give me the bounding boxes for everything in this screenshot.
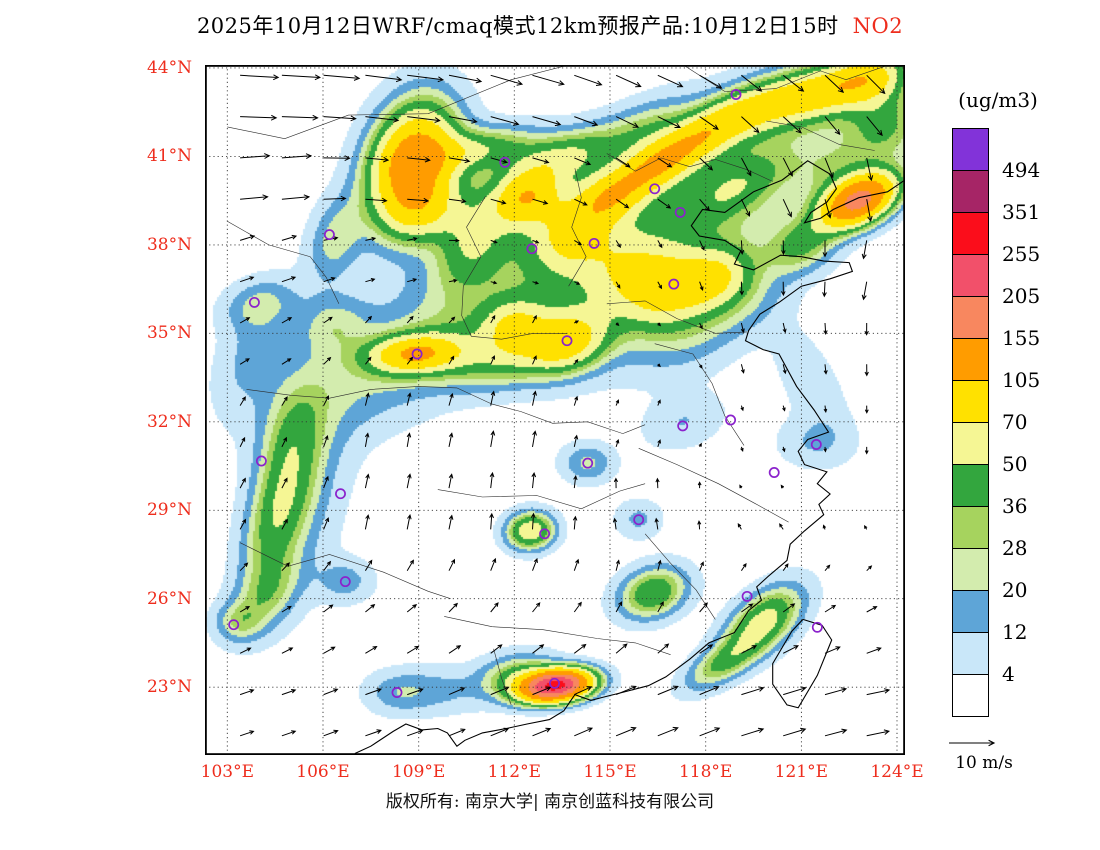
chart-title-text: 2025年10月12日WRF/cmaq模式12km预报产品:10月12日15时 bbox=[196, 14, 839, 38]
legend-level-label: 50 bbox=[1002, 452, 1028, 476]
legend-color-box bbox=[952, 464, 989, 507]
y-axis-label: 32°N bbox=[146, 411, 192, 432]
legend-level-label: 12 bbox=[1002, 620, 1028, 644]
x-axis-label: 112°E bbox=[487, 762, 541, 782]
legend-level-label: 4 bbox=[1002, 662, 1015, 686]
legend-color-box bbox=[952, 296, 989, 339]
x-axis-label: 109°E bbox=[391, 762, 446, 782]
y-axis-label: 23°N bbox=[146, 677, 192, 698]
graticule-gridlines bbox=[205, 65, 905, 755]
map-plot bbox=[205, 65, 905, 755]
y-axis-label: 35°N bbox=[146, 323, 192, 344]
x-axis-label: 115°E bbox=[583, 762, 637, 782]
legend-color-box bbox=[952, 254, 989, 297]
copyright-footer: 版权所有: 南京大学| 南京创蓝科技有限公司 bbox=[385, 792, 715, 812]
y-axis-label: 26°N bbox=[146, 588, 192, 609]
wind-reference-label: 10 m/s bbox=[955, 753, 1013, 773]
reference-arrow-glyph bbox=[949, 739, 996, 747]
legend-level-label: 205 bbox=[1002, 284, 1041, 308]
legend-level-label: 255 bbox=[1002, 242, 1041, 266]
legend-color-box bbox=[952, 590, 989, 633]
x-axis-label: 124°E bbox=[870, 762, 924, 782]
legend-level-label: 105 bbox=[1002, 368, 1041, 392]
x-axis-label: 106°E bbox=[296, 762, 350, 782]
pollution-field-canvas bbox=[205, 65, 905, 755]
x-axis-label: 121°E bbox=[774, 762, 829, 782]
legend-level-label: 20 bbox=[1002, 578, 1028, 602]
legend-level-label: 70 bbox=[1002, 410, 1028, 434]
legend-color-box bbox=[952, 548, 989, 591]
map-overlay-svg bbox=[205, 65, 905, 755]
x-axis-label: 118°E bbox=[678, 762, 733, 782]
map-frame bbox=[205, 65, 905, 755]
chart-title: 2025年10月12日WRF/cmaq模式12km预报产品:10月12日15时 N… bbox=[0, 10, 1100, 40]
legend-color-box bbox=[952, 338, 989, 381]
legend-color-box bbox=[952, 632, 989, 675]
legend-color-box bbox=[952, 506, 989, 549]
legend-units-label: (ug/m3) bbox=[958, 88, 1038, 112]
city-markers bbox=[228, 89, 823, 698]
legend-color-box bbox=[952, 380, 989, 423]
legend-level-label: 36 bbox=[1002, 494, 1028, 518]
province-boundaries bbox=[227, 65, 885, 706]
y-axis-label: 38°N bbox=[146, 234, 192, 255]
legend-color-box bbox=[952, 674, 989, 717]
y-axis-label: 44°N bbox=[146, 57, 192, 78]
legend-level-label: 155 bbox=[1002, 326, 1041, 350]
legend-level-label: 28 bbox=[1002, 536, 1028, 560]
coastline bbox=[354, 160, 905, 754]
legend-level-label: 494 bbox=[1002, 158, 1041, 182]
x-axis-label: 103°E bbox=[200, 762, 254, 782]
legend-level-label: 351 bbox=[1002, 200, 1041, 224]
legend-color-box bbox=[952, 170, 989, 213]
legend-color-box bbox=[952, 212, 989, 255]
wind-vector-arrows bbox=[239, 74, 891, 737]
y-axis-label: 29°N bbox=[146, 500, 192, 521]
chart-title-species: NO2 bbox=[852, 14, 904, 38]
y-axis-label: 41°N bbox=[146, 146, 192, 167]
legend-color-box bbox=[952, 128, 989, 171]
wind-reference-arrow bbox=[949, 739, 996, 747]
legend-color-box bbox=[952, 422, 989, 465]
